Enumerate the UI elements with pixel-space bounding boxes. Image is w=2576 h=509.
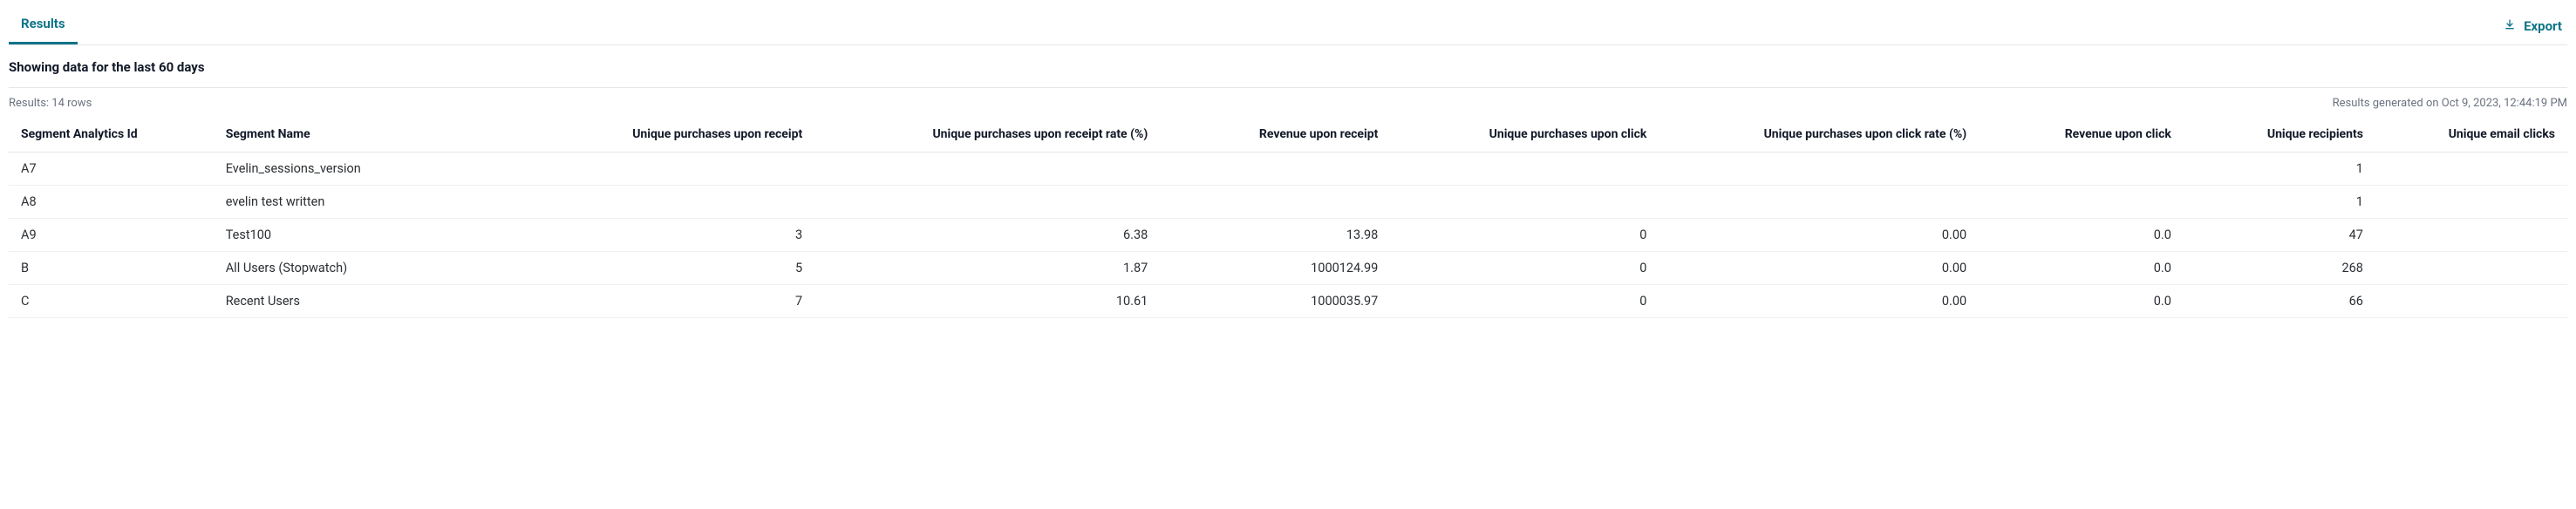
col-rev-receipt[interactable]: Revenue upon receipt [1160, 119, 1390, 152]
subheading: Showing data for the last 60 days [9, 59, 2567, 75]
cell-upc_rate: 0.00 [1659, 251, 1979, 284]
table-row[interactable]: CRecent Users710.611000035.9700.000.066 [9, 284, 2567, 317]
cell-recipients: 268 [2184, 251, 2375, 284]
table-row[interactable]: BAll Users (Stopwatch)51.871000124.9900.… [9, 251, 2567, 284]
col-upc-rate[interactable]: Unique purchases upon click rate (%) [1659, 119, 1979, 152]
cell-email_clicks [2375, 284, 2567, 317]
cell-upr: 5 [546, 251, 814, 284]
cell-recipients: 66 [2184, 284, 2375, 317]
results-count: Results: 14 rows [9, 97, 92, 110]
export-button[interactable]: Export [2503, 17, 2567, 35]
col-segment-id[interactable]: Segment Analytics Id [9, 119, 214, 152]
cell-recipients: 47 [2184, 218, 2375, 251]
cell-id: A7 [9, 152, 214, 185]
cell-upc_rate [1659, 185, 1979, 218]
results-generated-time: Results generated on Oct 9, 2023, 12:44:… [2333, 97, 2567, 110]
cell-rev_click: 0.0 [1979, 251, 2184, 284]
col-segment-name[interactable]: Segment Name [214, 119, 546, 152]
cell-name: evelin test written [214, 185, 546, 218]
table-row[interactable]: A7Evelin_sessions_version 1 [9, 152, 2567, 185]
cell-upc_rate: 0.00 [1659, 284, 1979, 317]
cell-email_clicks [2375, 251, 2567, 284]
cell-upr_rate [814, 185, 1160, 218]
col-email-clicks[interactable]: Unique email clicks [2375, 119, 2567, 152]
cell-id: A8 [9, 185, 214, 218]
cell-id: C [9, 284, 214, 317]
cell-name: Recent Users [214, 284, 546, 317]
cell-upr [546, 185, 814, 218]
tab-group: Results [9, 7, 78, 44]
download-icon [2503, 17, 2517, 35]
divider [9, 87, 2567, 88]
col-rev-click[interactable]: Revenue upon click [1979, 119, 2184, 152]
cell-rev_receipt: 1000035.97 [1160, 284, 1390, 317]
cell-rev_click [1979, 185, 2184, 218]
cell-rev_receipt: 13.98 [1160, 218, 1390, 251]
cell-upc: 0 [1390, 284, 1659, 317]
table-row[interactable]: A9Test10036.3813.9800.000.047 [9, 218, 2567, 251]
cell-recipients: 1 [2184, 152, 2375, 185]
col-upr-rate[interactable]: Unique purchases upon receipt rate (%) [814, 119, 1160, 152]
tab-results[interactable]: Results [9, 7, 78, 44]
col-recipients[interactable]: Unique recipients [2184, 119, 2375, 152]
cell-email_clicks [2375, 185, 2567, 218]
cell-name: Evelin_sessions_version [214, 152, 546, 185]
cell-rev_receipt [1160, 185, 1390, 218]
cell-id: A9 [9, 218, 214, 251]
table-body: A7Evelin_sessions_version1A8evelin test … [9, 152, 2567, 317]
cell-name: All Users (Stopwatch) [214, 251, 546, 284]
results-table: Segment Analytics Id Segment Name Unique… [9, 119, 2567, 318]
cell-upr_rate: 10.61 [814, 284, 1160, 317]
cell-rev_click: 0.0 [1979, 218, 2184, 251]
col-upc[interactable]: Unique purchases upon click [1390, 119, 1659, 152]
cell-email_clicks [2375, 218, 2567, 251]
cell-rev_click [1979, 152, 2184, 185]
cell-upc: 0 [1390, 251, 1659, 284]
export-label: Export [2524, 18, 2562, 34]
cell-rev_receipt: 1000124.99 [1160, 251, 1390, 284]
cell-upr_rate [814, 152, 1160, 185]
cell-upc_rate: 0.00 [1659, 218, 1979, 251]
cell-rev_click: 0.0 [1979, 284, 2184, 317]
col-upr[interactable]: Unique purchases upon receipt [546, 119, 814, 152]
cell-upc [1390, 185, 1659, 218]
cell-upr: 7 [546, 284, 814, 317]
cell-upc: 0 [1390, 218, 1659, 251]
cell-rev_receipt [1160, 152, 1390, 185]
meta-row: Results: 14 rows Results generated on Oc… [9, 97, 2567, 110]
tab-bar: Results Export [9, 7, 2567, 45]
cell-id: B [9, 251, 214, 284]
cell-upr_rate: 6.38 [814, 218, 1160, 251]
cell-upc [1390, 152, 1659, 185]
cell-name: Test100 [214, 218, 546, 251]
cell-email_clicks [2375, 152, 2567, 185]
cell-recipients: 1 [2184, 185, 2375, 218]
table-header-row: Segment Analytics Id Segment Name Unique… [9, 119, 2567, 152]
cell-upr_rate: 1.87 [814, 251, 1160, 284]
table-row[interactable]: A8evelin test written 1 [9, 185, 2567, 218]
cell-upc_rate [1659, 152, 1979, 185]
cell-upr [546, 152, 814, 185]
cell-upr: 3 [546, 218, 814, 251]
